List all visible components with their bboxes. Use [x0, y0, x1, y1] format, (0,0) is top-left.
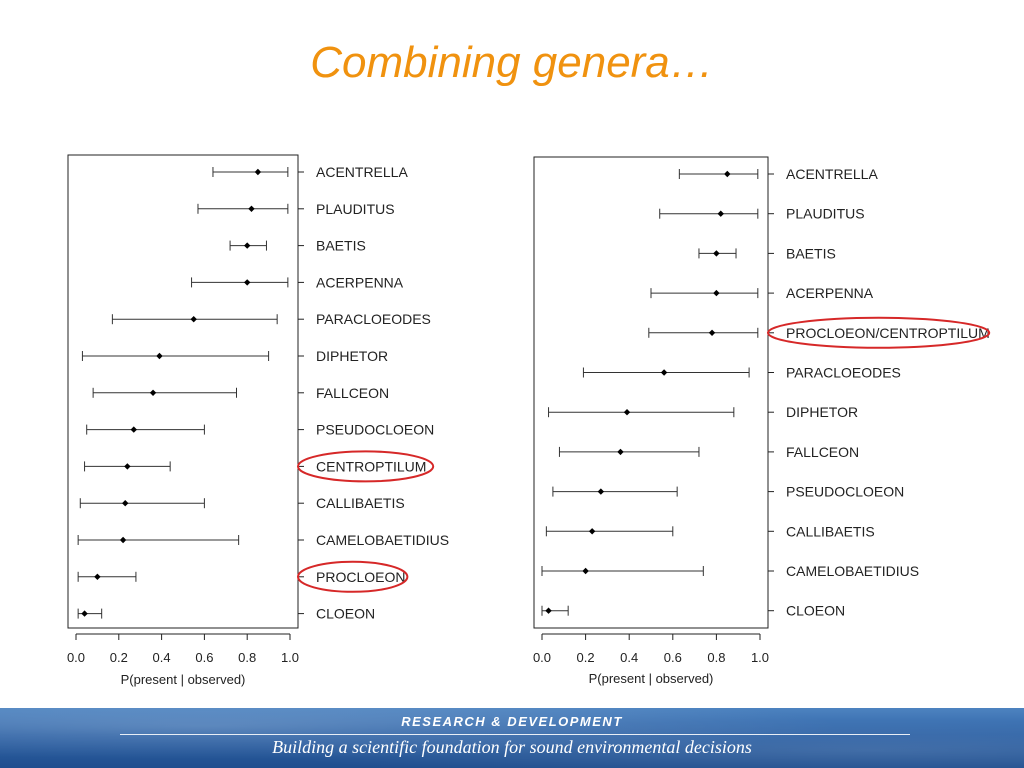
- left-plot-frame: [67, 154, 299, 629]
- footer-tagline: Building a scientific foundation for sou…: [272, 737, 752, 757]
- left-y-tick-label: PARACLOEODES: [316, 311, 431, 327]
- left-highlight-ellipse: [297, 560, 409, 593]
- left-point-estimate: [156, 352, 163, 360]
- left-y-tick-label: FALLCEON: [316, 385, 389, 401]
- footer-banner: RESEARCH & DEVELOPMENT Building a scient…: [0, 708, 1024, 768]
- left-y-tick-label: DIPHETOR: [316, 348, 388, 364]
- left-y-tick-label: CLOEON: [316, 606, 375, 622]
- left-point-estimate: [130, 426, 137, 433]
- slide-title: Combining genera…: [310, 38, 714, 87]
- left-y-tick-label: CENTROPTILUM: [316, 458, 426, 474]
- left-y-tick-label: PLAUDITUS: [316, 201, 395, 217]
- left-x-tick-label: 0.0: [67, 650, 85, 665]
- left-highlight-ellipse: [297, 450, 435, 483]
- left-x-tick-label: 0.2: [110, 650, 128, 665]
- left-y-tick-label: PROCLOEON: [316, 569, 405, 585]
- left-y-tick-label: PSEUDOCLOEON: [316, 422, 434, 438]
- left-x-axis-label: P(present | observed): [121, 672, 246, 687]
- left-point-estimate: [190, 316, 197, 323]
- left-y-tick-label: CALLIBAETIS: [316, 495, 405, 511]
- left-point-estimate: [149, 389, 157, 396]
- left-x-tick-label: 1.0: [281, 650, 299, 665]
- footer-glow: [0, 708, 1024, 768]
- left-point-estimate: [244, 242, 251, 249]
- left-x-tick-label: 0.4: [153, 650, 171, 665]
- left-point-estimate: [81, 610, 88, 617]
- left-point-estimate: [244, 279, 251, 286]
- left-x-tick-label: 0.8: [238, 650, 256, 665]
- left-point-estimate: [254, 168, 262, 176]
- footer-divider: [120, 734, 910, 735]
- footer-heading: RESEARCH & DEVELOPMENT: [401, 714, 623, 729]
- left-dotplot-chart: 0.0 0.2 0.4 0.6 0.8 1.0 P(present | observed) A…: [67, 154, 449, 687]
- left-x-tick-label: 0.6: [195, 650, 213, 665]
- left-y-tick-label: ACERPENNA: [316, 274, 404, 290]
- left-point-estimate: [248, 205, 255, 212]
- left-y-tick-label: ACENTRELLA: [316, 164, 408, 180]
- left-point-estimate: [122, 500, 129, 507]
- left-y-tick-label: BAETIS: [316, 238, 366, 254]
- left-point-estimate: [94, 573, 101, 580]
- left-point-estimate: [119, 536, 127, 544]
- left-y-tick-label: CAMELOBAETIDIUS: [316, 532, 449, 548]
- left-point-estimate: [124, 463, 131, 470]
